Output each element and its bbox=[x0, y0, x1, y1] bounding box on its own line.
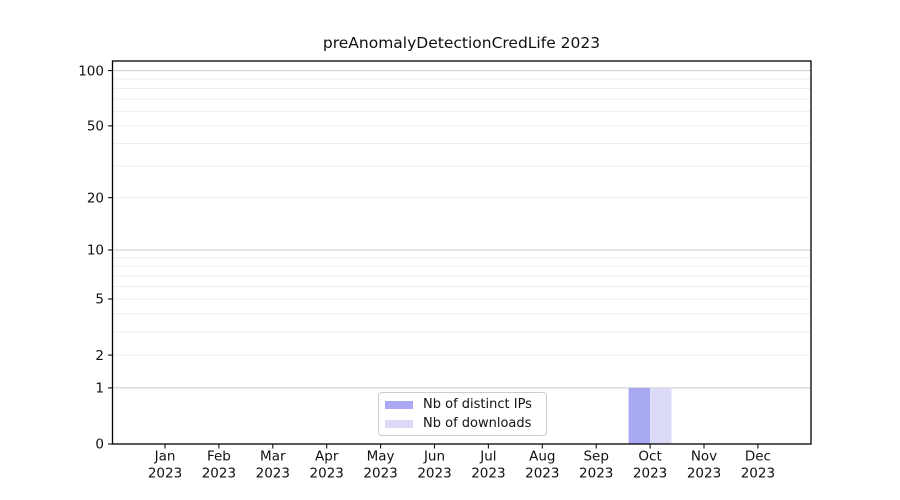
tick-label: 2023 bbox=[579, 466, 613, 482]
tick-label: 2023 bbox=[741, 466, 775, 482]
tick-label: 1 bbox=[95, 381, 104, 397]
tick-label: 2023 bbox=[417, 466, 451, 482]
tick-label: 50 bbox=[87, 119, 104, 135]
tick-label: Sep bbox=[583, 449, 608, 465]
legend-item-distinct-ips: Nb of distinct IPs bbox=[385, 395, 546, 414]
tick-label: Mar bbox=[260, 449, 286, 465]
tick-label: 2023 bbox=[525, 466, 559, 482]
tick-label: 5 bbox=[95, 292, 104, 308]
tick-label: 2023 bbox=[148, 466, 182, 482]
minor-gridlines bbox=[112, 78, 811, 356]
tick-label: Apr bbox=[315, 449, 339, 465]
bars bbox=[628, 387, 672, 444]
major-gridlines bbox=[112, 70, 811, 389]
y-axis: 0 1 2 5 10 20 50 100 bbox=[78, 63, 113, 453]
tick-label: Jul bbox=[479, 449, 496, 465]
legend: Nb of distinct IPs Nb of downloads bbox=[378, 392, 547, 436]
tick-label: Dec bbox=[745, 449, 771, 465]
distinct-ips-swatch-icon bbox=[385, 400, 413, 409]
tick-label: 0 bbox=[95, 437, 104, 453]
tick-label: 2023 bbox=[256, 466, 290, 482]
tick-label: 10 bbox=[87, 243, 104, 259]
tick-label: Feb bbox=[207, 449, 231, 465]
tick-label: Oct bbox=[638, 449, 661, 465]
axes-spines bbox=[111, 60, 812, 445]
x-axis: Jan2023Feb2023Mar2023Apr2023May2023Jun20… bbox=[148, 444, 775, 482]
bar-downloads-oct bbox=[650, 387, 672, 444]
bar-distinct-ips-oct bbox=[628, 387, 651, 444]
tick-label: 2023 bbox=[687, 466, 721, 482]
tick-label: 2023 bbox=[471, 466, 505, 482]
tick-label: Aug bbox=[529, 449, 555, 465]
downloads-swatch-icon bbox=[385, 419, 413, 428]
tick-label: May bbox=[367, 449, 395, 465]
legend-item-downloads: Nb of downloads bbox=[385, 414, 546, 433]
tick-label: 2 bbox=[95, 348, 104, 364]
tick-label: Jan bbox=[154, 449, 176, 465]
tick-label: 2023 bbox=[310, 466, 344, 482]
tick-label: Nov bbox=[691, 449, 717, 465]
legend-label-downloads: Nb of downloads bbox=[423, 416, 532, 431]
tick-label: 2023 bbox=[633, 466, 667, 482]
legend-label-distinct-ips: Nb of distinct IPs bbox=[423, 397, 532, 412]
tick-label: Jun bbox=[423, 449, 445, 465]
tick-label: 2023 bbox=[202, 466, 236, 482]
tick-label: 100 bbox=[78, 63, 104, 79]
chart-title: preAnomalyDetectionCredLife 2023 bbox=[322, 34, 601, 52]
tick-label: 20 bbox=[87, 190, 104, 206]
tick-label: 2023 bbox=[363, 466, 397, 482]
